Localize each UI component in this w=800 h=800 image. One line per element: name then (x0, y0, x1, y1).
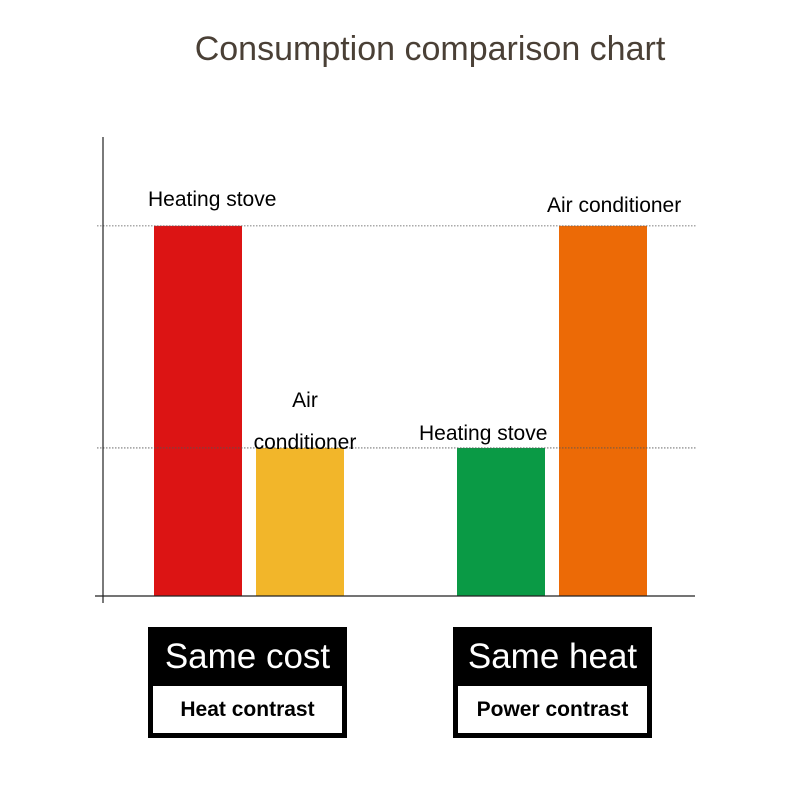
bar-label-air-conditioner-1: Air conditioner (253, 389, 357, 454)
group-box-same-cost: Same cost Heat contrast (148, 627, 347, 738)
bar (457, 447, 545, 596)
chart-title: Consumption comparison chart (194, 30, 666, 68)
bar (256, 447, 344, 596)
bar-label-heating-stove-2: Heating stove (419, 422, 548, 445)
bar-label-air-conditioner-2: Air conditioner (547, 194, 682, 217)
group-heading: Same cost (164, 637, 331, 676)
group-subheading: Heat contrast (153, 686, 342, 733)
bar (559, 225, 647, 596)
bar-label-heating-stove-1: Heating stove (148, 188, 277, 211)
group-subheading: Power contrast (458, 686, 647, 733)
group-box-same-heat: Same heat Power contrast (453, 627, 652, 738)
group-heading: Same heat (467, 637, 638, 676)
bar (154, 225, 242, 596)
